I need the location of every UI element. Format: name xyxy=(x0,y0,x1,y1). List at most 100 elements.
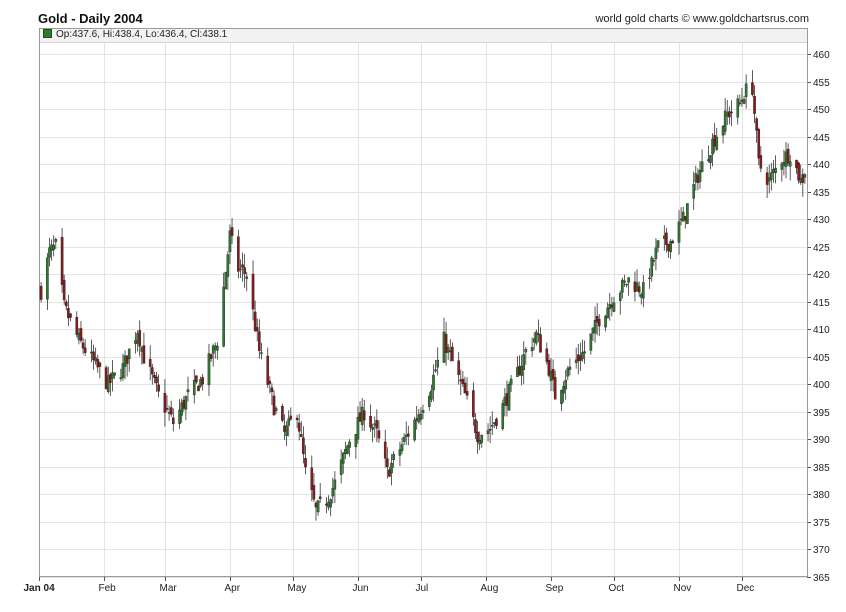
candle-body xyxy=(591,327,595,334)
candle-body xyxy=(432,374,435,391)
candle-body xyxy=(407,433,410,437)
candle-body xyxy=(169,407,173,415)
candle-body xyxy=(104,367,108,389)
candle-body xyxy=(75,317,79,335)
candle-body xyxy=(362,410,366,421)
candle-body xyxy=(325,503,328,506)
candle-body xyxy=(52,244,55,250)
chart-credit: world gold charts © www.goldchartsrus.co… xyxy=(595,13,809,25)
ohlc-readout: Op:437.6, Hi:438.4, Lo:436.4, Cl:438.1 xyxy=(39,28,807,43)
candle-body xyxy=(730,111,733,114)
candle-body xyxy=(180,402,183,416)
candle-body xyxy=(610,304,614,308)
candle-body xyxy=(67,308,70,319)
candle-body xyxy=(255,327,259,332)
candle-body xyxy=(228,230,232,252)
candle-body xyxy=(652,260,656,262)
candle-body xyxy=(98,362,102,367)
candle-body xyxy=(589,333,593,351)
y-tick-label: 460 xyxy=(813,50,830,61)
candle-body xyxy=(434,369,437,372)
y-tick-label: 410 xyxy=(813,325,830,336)
candle-body xyxy=(604,315,607,328)
candle-body xyxy=(627,277,630,283)
candle-body xyxy=(224,271,228,290)
x-tick-label: Jun xyxy=(353,583,369,594)
candle-body xyxy=(39,285,43,300)
candle-body xyxy=(597,319,601,327)
candle-body xyxy=(486,430,490,434)
candle-body xyxy=(446,347,450,353)
candle-body xyxy=(549,370,553,381)
candle-body xyxy=(199,379,202,387)
candle-body xyxy=(297,422,301,432)
candle-body xyxy=(148,359,152,367)
candle-body xyxy=(373,423,377,426)
candle-body xyxy=(782,162,786,166)
candle-body xyxy=(593,319,597,334)
candle-body xyxy=(574,359,578,364)
candle-body xyxy=(709,155,712,163)
candle-body xyxy=(163,393,167,413)
candle-body xyxy=(650,257,654,277)
candle-body xyxy=(239,268,242,271)
candle-body xyxy=(772,169,775,173)
candle-body xyxy=(642,282,645,299)
candle-body xyxy=(134,340,137,344)
candle-body xyxy=(270,387,274,393)
candle-body xyxy=(331,487,335,497)
candle-body xyxy=(711,138,714,155)
candle-body xyxy=(201,377,204,385)
candle-body xyxy=(354,433,358,448)
candle-body xyxy=(478,440,481,445)
candle-body xyxy=(209,354,213,359)
y-tick-label: 430 xyxy=(813,215,830,226)
candle-body xyxy=(537,333,540,335)
candle-body xyxy=(125,355,129,364)
candle-body xyxy=(314,502,318,508)
axes xyxy=(39,28,811,581)
candle-body xyxy=(560,389,563,405)
candle-body xyxy=(654,247,658,259)
candle-body xyxy=(157,384,160,392)
candle-body xyxy=(784,151,788,167)
candle-body xyxy=(522,354,526,371)
candle-body xyxy=(595,315,599,323)
candle-body xyxy=(635,282,639,292)
candle-body xyxy=(767,177,771,182)
candle-body xyxy=(430,390,433,400)
y-tick-label: 395 xyxy=(813,408,830,419)
candle-body xyxy=(346,445,349,454)
candle-body xyxy=(113,372,116,376)
candle-body xyxy=(639,294,643,298)
candle-body xyxy=(197,386,200,392)
candle-body xyxy=(707,159,710,161)
candle-body xyxy=(564,379,567,390)
ohlc-text: Op:437.6, Hi:438.4, Lo:436.4, Cl:438.1 xyxy=(56,29,228,40)
candle-body xyxy=(503,396,507,406)
candle-body xyxy=(694,173,698,182)
candle-body xyxy=(621,279,624,293)
candle-body xyxy=(81,342,85,349)
candle-body xyxy=(171,417,175,424)
candle-body xyxy=(167,412,171,414)
x-tick-label: Apr xyxy=(225,583,241,594)
candle-body xyxy=(545,348,549,362)
candle-body xyxy=(400,444,404,451)
y-tick-label: 385 xyxy=(813,463,830,474)
candle-body xyxy=(413,419,416,441)
candle-body xyxy=(90,351,93,354)
candle-body xyxy=(795,159,798,169)
candle-body xyxy=(226,254,230,277)
candle-body xyxy=(444,333,448,353)
candle-body xyxy=(480,435,484,443)
x-tick-label: Feb xyxy=(99,583,117,594)
candle-body xyxy=(356,416,360,440)
candle-body xyxy=(106,375,110,392)
candle-body xyxy=(472,390,475,417)
candle-body xyxy=(392,453,395,460)
y-tick-label: 440 xyxy=(813,160,830,171)
candle-body xyxy=(186,389,190,393)
candle-body xyxy=(459,379,463,382)
y-tick-label: 405 xyxy=(813,353,830,364)
